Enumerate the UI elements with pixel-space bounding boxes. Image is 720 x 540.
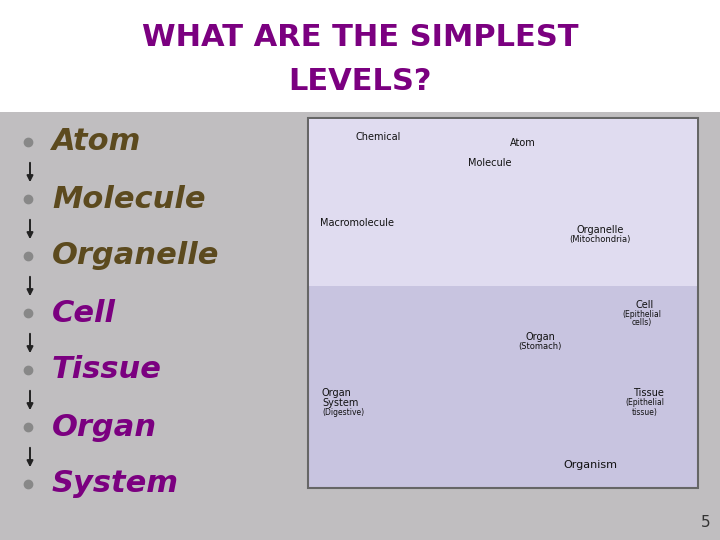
- Text: (Digestive): (Digestive): [322, 408, 364, 417]
- Text: Tissue: Tissue: [52, 355, 162, 384]
- Text: (Epithelial: (Epithelial: [626, 398, 665, 407]
- Text: Atom: Atom: [52, 127, 141, 157]
- Text: Atom: Atom: [510, 138, 536, 148]
- Text: Molecule: Molecule: [52, 185, 205, 213]
- Text: Macromolecule: Macromolecule: [320, 218, 394, 228]
- Text: Organelle: Organelle: [576, 225, 624, 235]
- Text: WHAT ARE THE SIMPLEST: WHAT ARE THE SIMPLEST: [142, 24, 578, 52]
- Text: Organelle: Organelle: [52, 241, 220, 271]
- Text: cells): cells): [632, 318, 652, 327]
- Text: System: System: [52, 469, 179, 498]
- Text: Organism: Organism: [563, 460, 617, 470]
- Bar: [309, 119, 697, 286]
- Text: Cell: Cell: [52, 299, 116, 327]
- Bar: [0, 0, 720, 112]
- Text: Chemical: Chemical: [355, 132, 400, 142]
- Bar: [308, 118, 698, 488]
- Text: (Mitochondria): (Mitochondria): [570, 235, 631, 244]
- Bar: [0, 112, 720, 540]
- Text: Tissue: Tissue: [633, 388, 663, 398]
- Text: Cell: Cell: [636, 300, 654, 310]
- Text: 5: 5: [701, 515, 710, 530]
- Text: LEVELS?: LEVELS?: [288, 68, 432, 97]
- Text: Organ: Organ: [322, 388, 352, 398]
- Text: System: System: [322, 398, 359, 408]
- Text: (Epithelial: (Epithelial: [623, 310, 662, 319]
- Text: Organ: Organ: [525, 332, 555, 342]
- Text: (Stomach): (Stomach): [518, 342, 562, 351]
- Text: tissue): tissue): [632, 408, 658, 417]
- Text: Molecule: Molecule: [468, 158, 512, 168]
- Text: Organ: Organ: [52, 413, 157, 442]
